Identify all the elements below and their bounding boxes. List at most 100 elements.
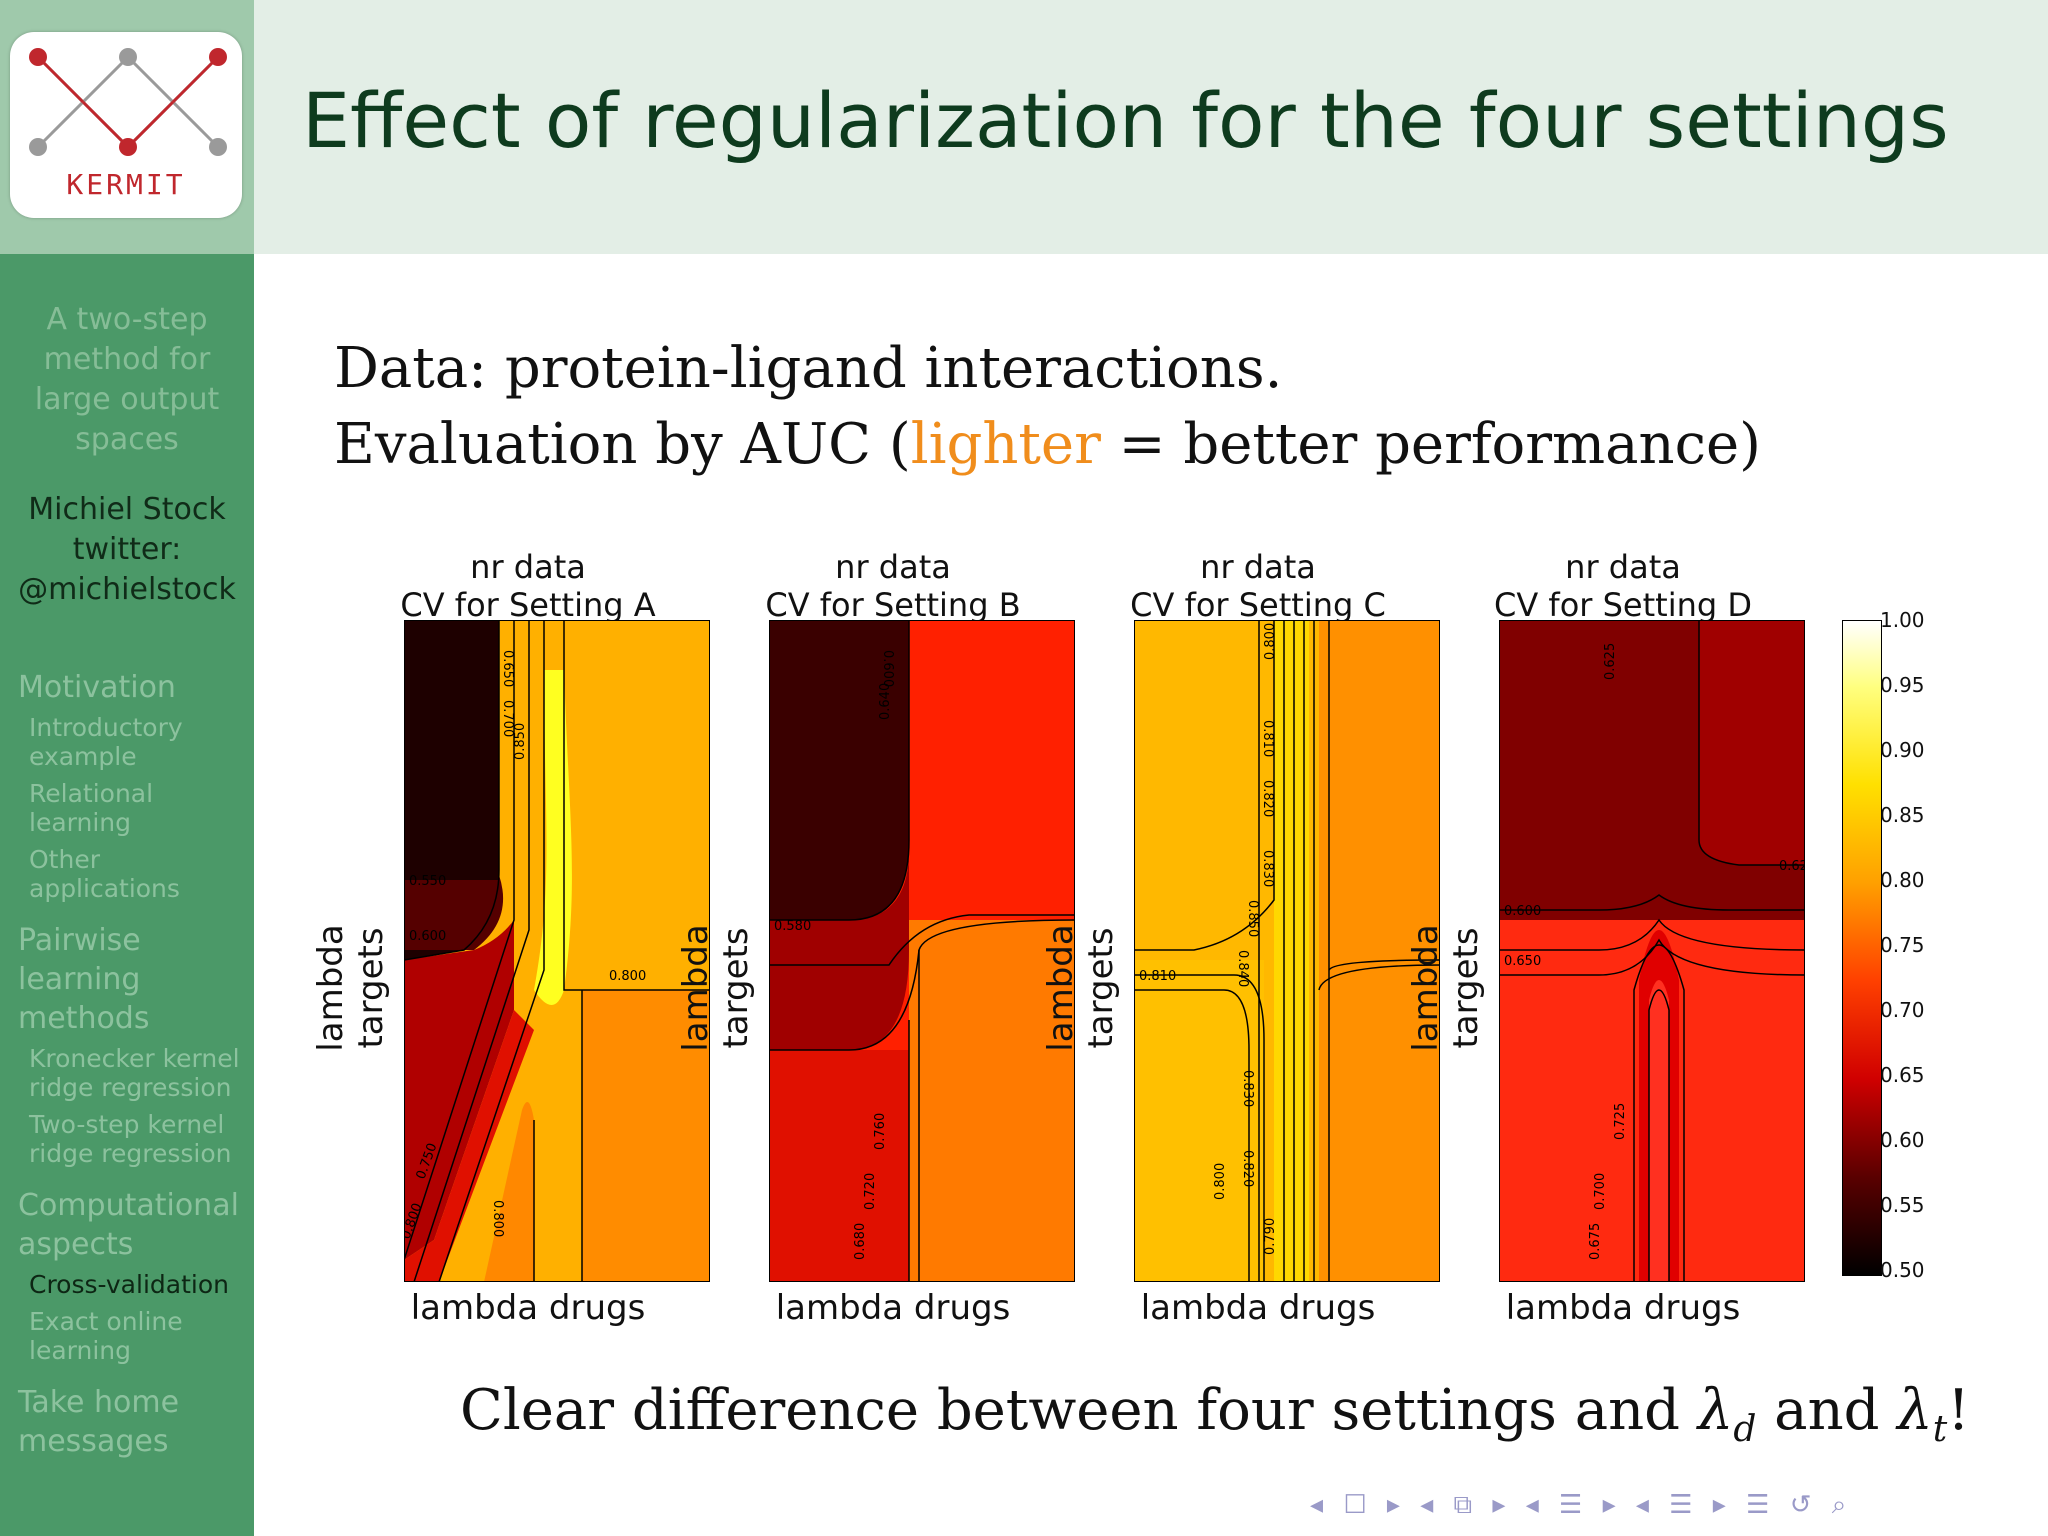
- colorbar-tick: 0.60: [1880, 1128, 1925, 1152]
- contour-label: 0.625: [1603, 643, 1618, 680]
- panel-title-line1: nr data: [470, 548, 586, 586]
- region-right: [582, 990, 710, 1282]
- heatmap-panel-c: nr data CV for Setting C lambda targets 0…: [1041, 548, 1440, 1348]
- panel-title: nr data CV for Setting D: [1441, 548, 1805, 624]
- slide-title: Effect of regularization for the four se…: [302, 76, 1949, 165]
- contour-label: 0.650: [500, 650, 515, 687]
- y-axis-label: lambda targets: [311, 924, 391, 1052]
- contour-label: 0.820: [1240, 1150, 1255, 1187]
- conclusion: Clear difference between four settings a…: [460, 1378, 1970, 1451]
- colorbar-tick: 0.80: [1880, 868, 1925, 892]
- contour-label: 0.725: [1613, 1103, 1628, 1140]
- x-axis-label: lambda drugs: [1505, 1288, 1741, 1328]
- panel-title-line2: CV for Setting A: [400, 586, 656, 624]
- colorbar-tick: 0.75: [1880, 933, 1925, 957]
- nav-menu-icon[interactable]: ☰: [1746, 1490, 1776, 1520]
- nav-item-cross-validation[interactable]: Cross-validation: [29, 1270, 229, 1299]
- colorbar-tick: 0.70: [1880, 998, 1925, 1022]
- region-center-light: [1649, 980, 1669, 1282]
- talk-title-line: spaces: [75, 422, 179, 457]
- region-topright: [1499, 620, 1805, 865]
- region-lower: [1134, 960, 1264, 1282]
- author-line: Michiel Stock: [28, 492, 226, 527]
- panel-title-line1: nr data: [1565, 548, 1681, 586]
- nav-section-motivation[interactable]: Motivation: [18, 670, 176, 705]
- contour-label: 0.830: [1260, 850, 1275, 887]
- nav-item-introductory-example[interactable]: Introductory example: [29, 713, 183, 771]
- panel-title: nr data CV for Setting B: [711, 548, 1075, 624]
- talk-title-line: A two-step: [46, 302, 208, 337]
- contour-label: 0.700: [1593, 1173, 1608, 1210]
- nav-section-pairwise[interactable]: Pairwise learning methods: [18, 923, 150, 1036]
- contour-label: 0.800: [1263, 623, 1278, 660]
- region-darkred: [769, 850, 909, 1050]
- kermit-logo[interactable]: KERMIT: [10, 32, 242, 218]
- talk-title[interactable]: A two-step method for large output space…: [0, 300, 254, 460]
- contour-label: 0.640: [878, 683, 893, 720]
- heatmap-a: 0.6500.7000.8500.5500.6000.8000.7500.800…: [404, 620, 710, 1282]
- x-axis-label: lambda drugs: [1140, 1288, 1376, 1328]
- nav-section-take-home[interactable]: Take home messages: [18, 1385, 180, 1459]
- data-line: Data: protein-ligand interactions.: [334, 336, 1283, 401]
- highlight-word: lighter: [910, 412, 1101, 477]
- nav-item-exact-online[interactable]: Exact online learning: [29, 1307, 183, 1365]
- contour-label: 0.850: [513, 723, 528, 760]
- heatmap-panel-d: nr data CV for Setting D lambda targets 0…: [1406, 548, 1805, 1348]
- contour-label: 0.800: [490, 1200, 505, 1237]
- nav-item-kronecker[interactable]: Kronecker kernel ridge regression: [29, 1044, 240, 1102]
- contour-label: 0.820: [1260, 780, 1275, 817]
- contour-label: 0.550: [409, 874, 446, 889]
- panel-title-line1: nr data: [1200, 548, 1316, 586]
- nav-section-icon[interactable]: ◂ ☰ ▸: [1525, 1490, 1622, 1520]
- contour-label: 0.760: [873, 1113, 888, 1150]
- contour-label: 0.700: [500, 700, 515, 737]
- contour-label: 0.600: [1504, 904, 1541, 919]
- contour-label: 0.830: [1240, 1070, 1255, 1107]
- evaluation-text-end: = better performance): [1100, 412, 1761, 477]
- region-dark: [769, 620, 909, 920]
- colorbar: [1842, 620, 1882, 1276]
- y-axis-label: lambda targets: [1406, 924, 1486, 1052]
- beamer-nav: ◂ ☐ ▸ ◂ ⧉ ▸ ◂ ☰ ▸ ◂ ☰ ▸ ☰ ↺ ⌕: [1310, 1490, 1852, 1521]
- logo-text: KERMIT: [66, 168, 186, 201]
- colorbar-tick: 1.00: [1880, 608, 1925, 632]
- region-right: [1319, 620, 1440, 1282]
- author-line: @michielstock: [18, 572, 236, 607]
- heatmap-c: 0.8000.8100.8200.8300.8500.8400.8100.830…: [1134, 620, 1440, 1282]
- author[interactable]: Michiel Stock twitter: @michielstock: [0, 490, 254, 610]
- y-axis-label: lambda targets: [1041, 924, 1121, 1052]
- contour-label: 0.650: [1504, 954, 1541, 969]
- conclusion-end: !: [1947, 1378, 1970, 1443]
- y-axis-label: lambda targets: [676, 924, 756, 1052]
- nav-subsection-icon[interactable]: ◂ ⧉ ▸: [1420, 1490, 1512, 1520]
- evaluation-text: Evaluation by AUC (: [334, 412, 911, 477]
- contour-label: 0.675: [1588, 1223, 1603, 1260]
- nav-prev-frame-icon[interactable]: ◂ ☐ ▸: [1310, 1490, 1406, 1520]
- contour-label: 0.800: [609, 969, 646, 984]
- evaluation-line: Evaluation by AUC (lighter = better perf…: [334, 412, 1761, 477]
- region-center: [1274, 620, 1309, 1282]
- nav-section-computational[interactable]: Computational aspects: [18, 1188, 239, 1262]
- panel-title: nr data CV for Setting C: [1076, 548, 1440, 624]
- nav-item-relational-learning[interactable]: Relational learning: [29, 779, 154, 837]
- nav-search-icon[interactable]: ↺ ⌕: [1789, 1490, 1853, 1520]
- colorbar-tick: 0.85: [1880, 803, 1925, 827]
- region-orange: [484, 1102, 534, 1282]
- nav-part-icon[interactable]: ◂ ☰ ▸: [1635, 1490, 1732, 1520]
- logo-area: KERMIT: [0, 0, 254, 254]
- region-darktop: [1499, 620, 1805, 920]
- colorbar-tick: 0.95: [1880, 673, 1925, 697]
- nav-item-other-applications[interactable]: Other applications: [29, 845, 180, 903]
- contour-label: 0.680: [853, 1223, 868, 1260]
- nav-item-two-step[interactable]: Two-step kernel ridge regression: [29, 1110, 232, 1168]
- colorbar-tick: 0.90: [1880, 738, 1925, 762]
- colorbar-tick: 0.65: [1880, 1063, 1925, 1087]
- network-icon: [29, 48, 227, 156]
- panel-title-line1: nr data: [835, 548, 951, 586]
- panel-title-line2: CV for Setting B: [765, 586, 1021, 624]
- contour-label: 0.600: [409, 929, 446, 944]
- section-nav: Motivation Introductory example Relation…: [18, 668, 254, 1467]
- region-dark2: [404, 875, 504, 950]
- region-orange: [909, 920, 1075, 1282]
